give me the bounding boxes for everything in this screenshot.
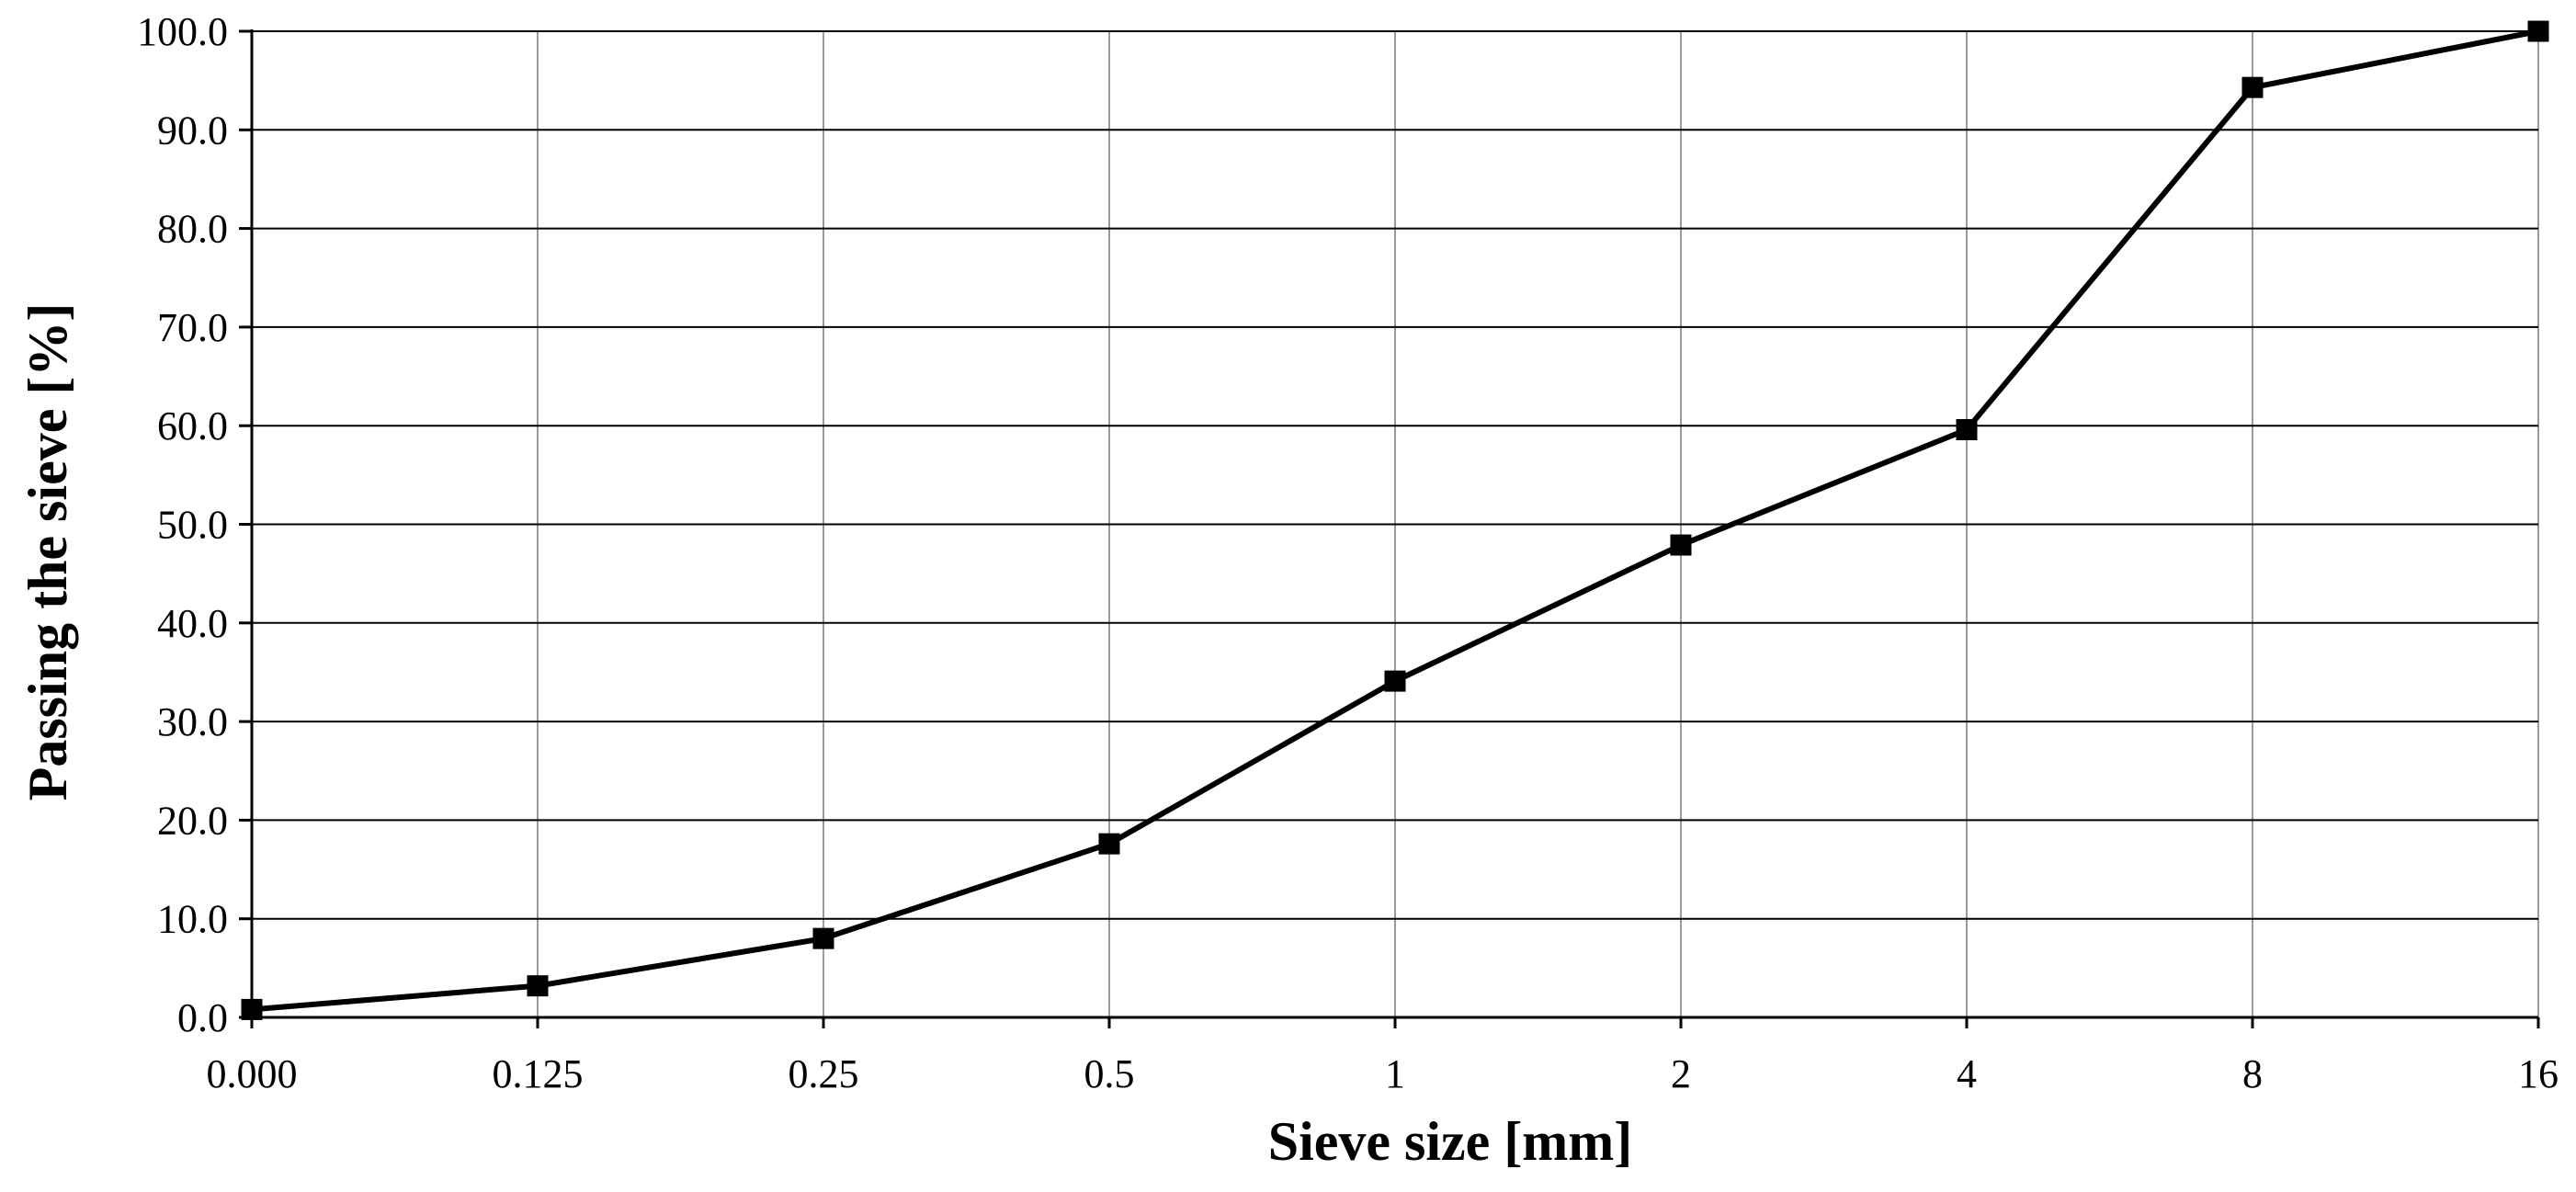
y-tick-label: 40.0 <box>157 601 228 646</box>
x-tick-label: 4 <box>1957 1051 1977 1096</box>
data-point-marker <box>1670 534 1692 556</box>
x-tick-label: 1 <box>1385 1051 1405 1096</box>
y-tick-label: 10.0 <box>157 897 228 942</box>
y-tick-label: 80.0 <box>157 207 228 252</box>
y-tick-label: 100.0 <box>137 9 228 54</box>
y-tick-label: 70.0 <box>157 305 228 350</box>
series <box>241 20 2549 1020</box>
x-tick-label: 0.25 <box>789 1051 859 1096</box>
y-tick-label: 90.0 <box>157 108 228 153</box>
x-tick-label: 8 <box>2242 1051 2263 1096</box>
grid <box>252 30 2539 1017</box>
x-tick-label: 0.000 <box>207 1051 298 1096</box>
data-point-marker <box>2241 76 2264 98</box>
data-point-marker <box>241 998 263 1020</box>
data-point-marker <box>2527 20 2549 42</box>
x-axis-title: Sieve size [mm] <box>1268 1111 1633 1172</box>
y-tick-label: 50.0 <box>157 503 228 548</box>
y-tick-label: 30.0 <box>157 699 228 744</box>
data-point-marker <box>1098 833 1120 855</box>
data-point-marker <box>1956 418 1978 440</box>
x-tick-label: 0.125 <box>493 1051 584 1096</box>
data-point-marker <box>527 975 549 997</box>
y-tick-label: 20.0 <box>157 798 228 843</box>
x-tick-labels: 0.000 0.125 0.25 0.5 1 2 4 8 16 <box>207 1051 2559 1096</box>
x-tick-label: 0.5 <box>1084 1051 1135 1096</box>
y-tick-labels: 0.0 10.0 20.0 30.0 40.0 50.0 60.0 70.0 80.0 90.0 1… <box>137 9 228 1040</box>
y-tick-label: 0.0 <box>177 995 228 1040</box>
y-axis-title: Passing the sieve [%] <box>17 303 78 801</box>
x-tick-label: 16 <box>2518 1051 2559 1096</box>
data-point-marker <box>1384 670 1406 692</box>
data-point-marker <box>812 927 834 949</box>
x-tick-label: 2 <box>1671 1051 1691 1096</box>
axes <box>239 29 2540 1028</box>
y-tick-label: 60.0 <box>157 403 228 448</box>
